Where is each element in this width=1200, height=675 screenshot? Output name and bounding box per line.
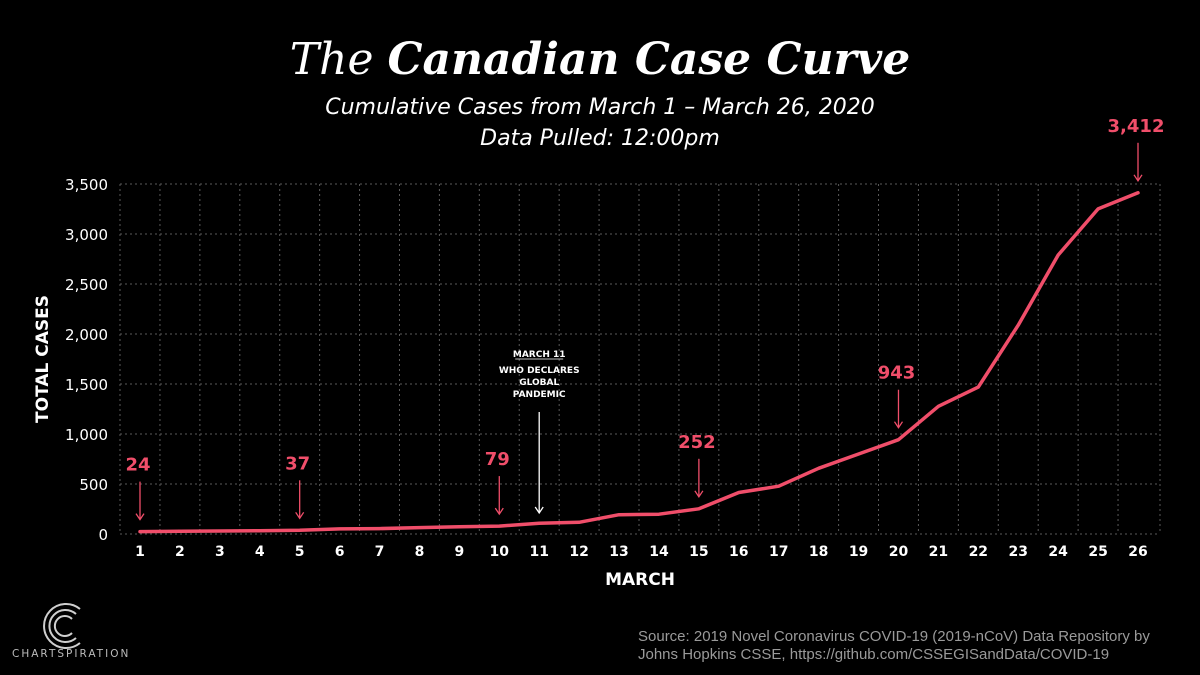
data-label: 3,412 <box>1108 116 1165 137</box>
series-line <box>138 191 1140 534</box>
x-tick-label: 10 <box>490 544 510 560</box>
value-arrow-head <box>1133 174 1143 182</box>
y-tick-label: 2,500 <box>65 276 108 294</box>
x-tick-label: 12 <box>569 544 588 560</box>
x-tick-label: 6 <box>335 544 345 560</box>
y-tick-label: 1,500 <box>65 376 108 394</box>
x-tick-label: 4 <box>255 544 265 560</box>
data-label: 24 <box>125 455 150 476</box>
x-tick-label: 7 <box>375 544 385 560</box>
y-tick-label: 2,000 <box>65 326 108 344</box>
data-label: 79 <box>485 449 510 470</box>
annotation-arrow-head <box>534 506 544 515</box>
x-tick-label: 9 <box>454 544 464 560</box>
chart-title-bold: Canadian Case Curve <box>387 34 911 85</box>
x-tick-label: 8 <box>415 544 425 560</box>
chartspiration-logo-icon <box>43 603 81 649</box>
x-tick-label: 17 <box>769 544 788 560</box>
data-label: 37 <box>285 453 310 474</box>
annotation-text: WHO DECLARES <box>499 366 580 376</box>
chart-subtitle: Cumulative Cases from March 1 – March 26… <box>325 95 875 120</box>
x-tick-label: 22 <box>969 544 988 560</box>
logo-wordmark: CHARTSPIRATION <box>12 648 131 660</box>
x-tick-label: 15 <box>689 544 708 560</box>
value-arrow-head <box>694 490 704 498</box>
x-tick-label: 20 <box>889 544 909 560</box>
x-tick-label: 23 <box>1008 544 1027 560</box>
x-tick-label: 1 <box>135 544 145 560</box>
x-tick-label: 25 <box>1088 544 1107 560</box>
y-tick-label: 0 <box>98 526 108 544</box>
x-tick-label: 24 <box>1048 544 1068 560</box>
chart-title: The Canadian Case Curve <box>0 32 1200 88</box>
data-label: 252 <box>678 432 716 453</box>
y-tick-label: 500 <box>79 476 108 494</box>
value-arrow-head <box>295 511 305 520</box>
source-note: Source: 2019 Novel Coronavirus COVID-19 … <box>638 628 1178 664</box>
x-tick-label: 21 <box>929 544 948 560</box>
annotation-text: PANDEMIC <box>513 390 566 400</box>
x-tick-label: 2 <box>175 544 185 560</box>
data-label: 943 <box>878 363 916 384</box>
x-tick-label: 16 <box>729 544 748 560</box>
annotation-heading: MARCH 11 <box>513 350 566 360</box>
chart-title-light: The <box>289 34 374 85</box>
y-axis-title: TOTAL CASES <box>33 295 53 423</box>
x-tick-label: 19 <box>849 544 868 560</box>
x-tick-label: 26 <box>1128 544 1147 560</box>
source-line-1: Source: 2019 Novel Coronavirus COVID-19 … <box>638 628 1150 645</box>
value-arrow-head <box>494 507 504 516</box>
x-tick-label: 13 <box>609 544 628 560</box>
y-tick-label: 1,000 <box>65 426 108 444</box>
y-tick-label: 3,500 <box>65 176 108 194</box>
data-pulled-note: Data Pulled: 12:00pm <box>480 126 720 151</box>
x-tick-label: 14 <box>649 544 669 560</box>
value-arrow-head <box>135 513 145 521</box>
x-axis-title: MARCH <box>605 570 675 590</box>
x-tick-label: 5 <box>295 544 305 560</box>
y-tick-label: 3,000 <box>65 226 108 244</box>
x-tick-label: 11 <box>529 544 548 560</box>
annotation-text: GLOBAL <box>519 378 559 388</box>
x-tick-label: 18 <box>809 544 828 560</box>
value-arrow-head <box>893 421 904 429</box>
x-tick-label: 3 <box>215 544 225 560</box>
source-line-2: Johns Hopkins CSSE, https://github.com/C… <box>638 646 1110 663</box>
